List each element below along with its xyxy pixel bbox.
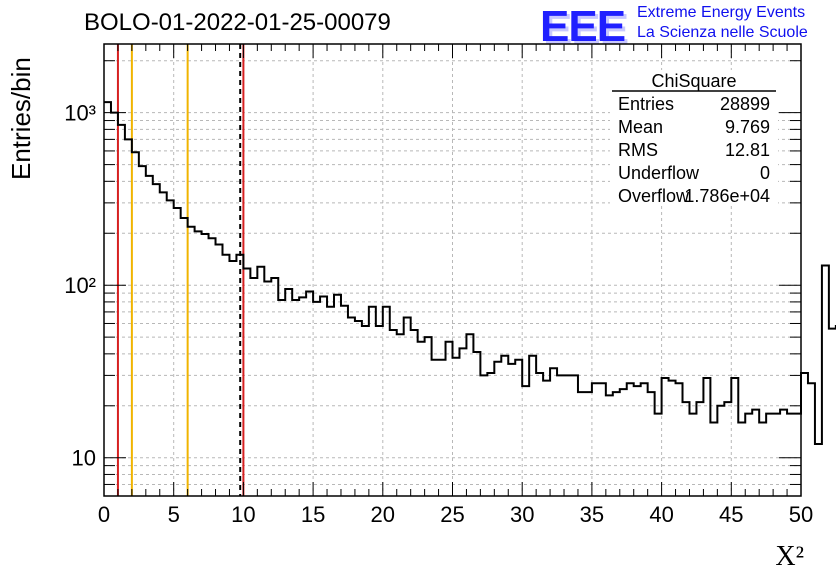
x-tick-label: 5 [168,502,180,527]
marker-lines [116,44,245,496]
stats-value: 9.769 [725,117,770,137]
x-axis-title: X² [775,541,804,572]
x-tick-label: 15 [301,502,325,527]
x-tick-label: 50 [789,502,813,527]
stats-label: Entries [618,94,674,114]
stats-name: ChiSquare [651,71,736,91]
x-tick-label: 10 [231,502,255,527]
axis-labels: 0 5 10 15 20 25 30 35 40 45 50 10 10² 10³ [64,101,813,527]
stats-value: 1.786e+04 [684,186,770,206]
x-tick-label: 0 [98,502,110,527]
stats-value: 12.81 [725,140,770,160]
x-tick-label: 45 [719,502,743,527]
x-tick-label: 30 [510,502,534,527]
y-tick-label: 10³ [64,101,96,126]
stats-label: RMS [618,140,658,160]
axis-ticks [103,44,802,496]
y-axis-title: Entries/bin [6,57,36,180]
stats-label: Mean [618,117,663,137]
logo-line-1: Extreme Energy Events [637,4,806,21]
logo-line-2: La Scienza nelle Scuole [637,24,808,41]
stats-box: ChiSquare Entries 28899 Mean 9.769 RMS 12.81 U… [610,70,778,206]
y-tick-label: 10² [64,273,96,298]
stats-label: Underflow [618,163,700,183]
x-tick-label: 40 [649,502,673,527]
chart-title: BOLO-01-2022-01-25-00079 [84,9,391,36]
histogram-line [104,101,836,446]
x-tick-label: 20 [371,502,395,527]
x-tick-label: 35 [580,502,604,527]
eee-logo: EEE [540,2,626,51]
y-tick-label: 10 [72,446,96,471]
stats-value: 28899 [720,94,770,114]
stats-value: 0 [760,163,770,183]
stats-label: Overflow [618,186,690,206]
x-tick-label: 25 [440,502,464,527]
